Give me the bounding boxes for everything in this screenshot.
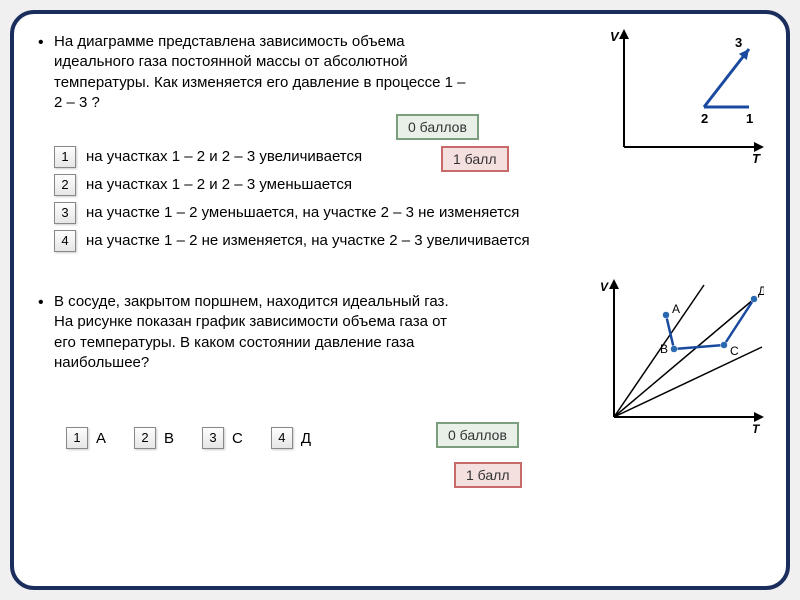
q1-answer-row: 3 на участке 1 – 2 уменьшается, на участ… [50, 200, 534, 226]
q2-options-row: 1А 2В 3С 4Д [66, 427, 311, 449]
svg-text:V: V [610, 29, 620, 44]
q1-answer-row: 4 на участке 1 – 2 не изменяется, на уча… [50, 228, 534, 254]
q2-text: В сосуде, закрытом поршнем, находится ид… [36, 292, 456, 373]
option-label-D: Д [301, 430, 311, 447]
option-label-C: С [232, 430, 243, 447]
q1-text: На диаграмме представлена зависимость об… [36, 32, 466, 113]
q1-score-0: 0 баллов [396, 114, 479, 140]
svg-text:T: T [752, 151, 761, 166]
q1-answer-row: 1 на участках 1 – 2 и 2 – 3 увеличиваетс… [50, 144, 534, 170]
answer-button-1[interactable]: 1 [54, 146, 76, 168]
option-button-3[interactable]: 3 [202, 427, 224, 449]
score-0-badge: 0 баллов [436, 422, 519, 448]
question-2: В сосуде, закрытом поршнем, находится ид… [36, 292, 764, 572]
answer-button-2[interactable]: 2 [54, 174, 76, 196]
svg-text:T: T [752, 422, 761, 436]
svg-text:2: 2 [701, 111, 708, 126]
svg-text:А: А [672, 302, 680, 316]
answer-button-4[interactable]: 4 [54, 230, 76, 252]
q1-answer-3: на участке 1 – 2 уменьшается, на участке… [82, 200, 534, 226]
svg-text:1: 1 [746, 111, 753, 126]
option-label-A: А [96, 430, 106, 447]
q1-answer-row: 2 на участках 1 – 2 и 2 – 3 уменьшается [50, 172, 534, 198]
option-button-2[interactable]: 2 [134, 427, 156, 449]
score-1-badge: 1 балл [454, 462, 522, 488]
option-button-1[interactable]: 1 [66, 427, 88, 449]
svg-text:Д: Д [758, 284, 764, 298]
q1-answer-4: на участке 1 – 2 не изменяется, на участ… [82, 228, 534, 254]
svg-text:С: С [730, 344, 739, 358]
q2-score-1: 1 балл [454, 462, 522, 488]
answer-button-3[interactable]: 3 [54, 202, 76, 224]
option-label-B: В [164, 430, 174, 447]
q2-score-0: 0 баллов [436, 422, 519, 448]
svg-text:V: V [600, 280, 609, 294]
option-button-4[interactable]: 4 [271, 427, 293, 449]
svg-text:В: В [660, 342, 668, 356]
slide-frame: На диаграмме представлена зависимость об… [10, 10, 790, 590]
svg-text:3: 3 [735, 35, 742, 50]
q1-answer-1: на участках 1 – 2 и 2 – 3 увеличивается [82, 144, 534, 170]
q1-chart: V T 1 2 3 [604, 27, 764, 172]
q1-answer-2: на участках 1 – 2 и 2 – 3 уменьшается [82, 172, 534, 198]
q1-answers: 1 на участках 1 – 2 и 2 – 3 увеличиваетс… [48, 142, 536, 256]
question-1: На диаграмме представлена зависимость об… [36, 32, 764, 282]
score-0-badge: 0 баллов [396, 114, 479, 140]
q2-chart: V T А В С Д [594, 277, 764, 442]
